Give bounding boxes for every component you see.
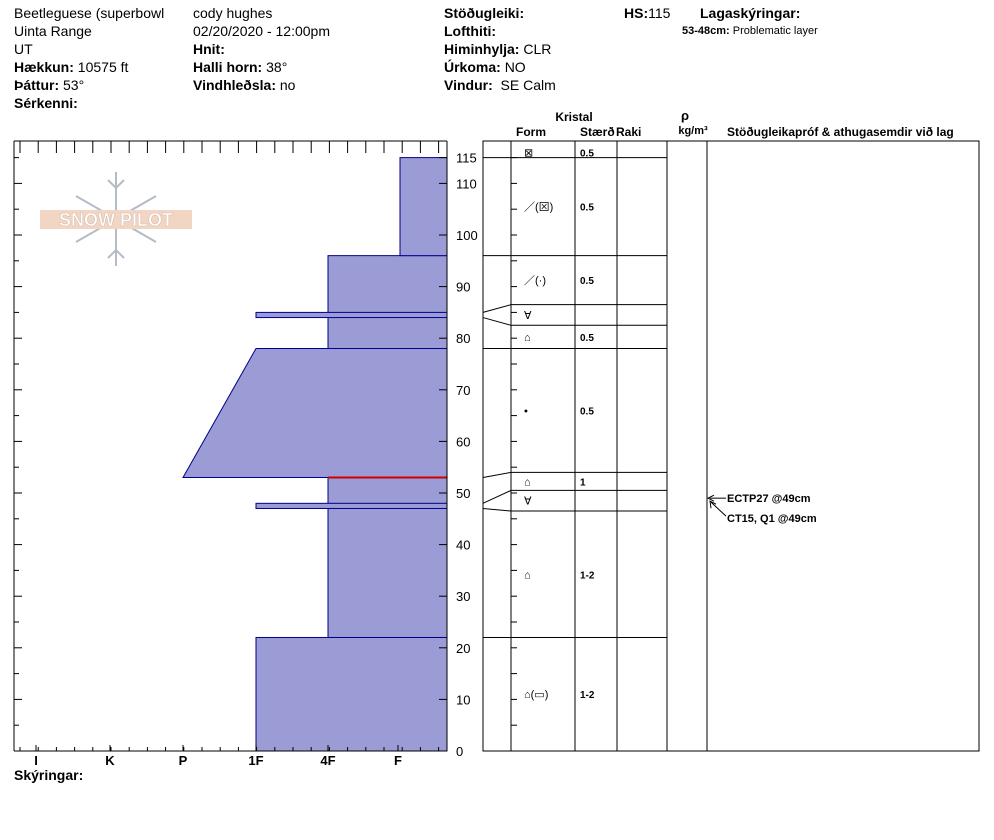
x-tick-label: P — [179, 753, 188, 768]
elevation: Hækkun: 10575 ft — [14, 59, 129, 75]
air-temp-label: Lofthiti: — [444, 23, 497, 39]
layer-size: 1 — [580, 477, 586, 488]
y-tick-label: 90 — [456, 280, 470, 295]
slope: Halli horn: 38° — [193, 59, 288, 75]
layer-boundary — [482, 304, 667, 313]
datetime: 02/20/2020 - 12:00pm — [193, 23, 330, 39]
range-name: Uinta Range — [14, 23, 92, 39]
layer-size: 0.5 — [580, 333, 594, 344]
layer-form: ／(·) — [524, 274, 546, 287]
layer-boundary — [482, 489, 667, 504]
layer-form: ／(⊠) — [524, 201, 553, 214]
x-tick-label: K — [105, 753, 115, 768]
snowpilot-logo: SNOW PILOT — [40, 172, 192, 266]
layer-size: 0.5 — [580, 406, 594, 417]
layer-form: ⊠ — [524, 147, 533, 159]
layer-boundary — [482, 507, 667, 512]
layer-form: ∀ — [524, 496, 532, 508]
y-tick-label: 30 — [456, 589, 470, 604]
y-tick-label: 20 — [456, 641, 470, 656]
hardness-layer — [399, 157, 448, 257]
hardness-layer — [255, 311, 448, 319]
test-arrow-head — [709, 500, 717, 509]
layer-notes-label: Lagaskýringar: — [700, 5, 801, 21]
hardness-axis: I K P 1F 4F F — [19, 745, 440, 768]
wind-loading: Vindhleðsla: no — [193, 77, 296, 93]
x-tick-label: 1F — [248, 753, 263, 768]
hardness-layers — [182, 157, 448, 752]
layer-size: 0.5 — [580, 276, 594, 287]
hardness-layer — [327, 477, 448, 638]
stability-label: Stöðugleiki: — [444, 5, 525, 21]
y-tick-label: 40 — [456, 538, 470, 553]
state-name: UT — [14, 41, 33, 57]
header-density-symbol: ρ — [681, 108, 689, 123]
y-tick-label: 115 — [456, 151, 477, 166]
features-label: Sérkenni: — [14, 95, 78, 111]
y-tick-label: 80 — [456, 331, 470, 346]
layer-form: ⌂ — [524, 476, 531, 488]
y-tick-label: 70 — [456, 383, 470, 398]
y-tick-label: 110 — [456, 176, 477, 191]
layer-size: 0.5 — [580, 203, 594, 214]
header-tests-notes: Stöðugleikapróf & athugasemdir við lag — [727, 125, 954, 139]
header-size: Stærð — [580, 125, 615, 139]
location-name: Beetleguese (superbowl — [14, 5, 165, 21]
x-tick-label: I — [34, 753, 38, 768]
y-tick-label: 100 — [456, 228, 478, 243]
layer-note: 53-48cm: Problematic layer — [682, 25, 818, 37]
hardness-layer — [182, 348, 448, 479]
svg-text:SNOW PILOT: SNOW PILOT — [59, 210, 173, 230]
header-form: Form — [516, 125, 546, 139]
layer-form: ⌂(▭) — [524, 689, 548, 701]
coords-label: Hnit: — [193, 41, 225, 57]
stability-test-label: CT15, Q1 @49cm — [727, 513, 817, 525]
y-tick-label: 50 — [456, 486, 470, 501]
y-tick-label: 0 — [456, 744, 463, 759]
hardness-layer — [255, 502, 448, 509]
layer-boundary — [482, 471, 667, 479]
x-tick-label: 4F — [320, 753, 335, 768]
depth-axis: 0 10 20 30 40 50 60 70 80 90 100 110 115 — [439, 151, 478, 759]
observer: cody hughes — [193, 5, 273, 21]
test-arrow-line — [710, 501, 727, 517]
layer-size: 1-2 — [580, 570, 595, 581]
table-frame — [482, 140, 980, 752]
layer-form: ∀ — [524, 310, 532, 322]
layer-size: 1-2 — [580, 690, 595, 701]
stability-test-label: ECTP27 @49cm — [727, 493, 811, 505]
layer-form: • — [524, 405, 528, 417]
y-tick-label: 60 — [456, 434, 470, 449]
header-moisture: Raki — [616, 125, 641, 139]
layer-form: ⌂ — [524, 332, 531, 344]
header-crystal: Kristal — [555, 110, 592, 124]
y-tick-label: 10 — [456, 692, 470, 707]
layer-size: 0.5 — [580, 148, 594, 159]
snow-height: HS:115 — [624, 5, 671, 21]
hardness-layer — [327, 255, 448, 350]
precipitation: Úrkoma: NO — [444, 59, 526, 75]
chart-frame — [13, 140, 448, 752]
test-arrow-head — [706, 494, 715, 502]
header-density-unit: kg/m³ — [678, 125, 708, 137]
layer-boundary — [482, 317, 667, 326]
wind: Vindur: SE Calm — [444, 77, 556, 93]
layer-table: ⊠ 0.5 ／(⊠) 0.5 ／(·) 0.5 ∀ ⌂ 0.5 • 0.5 ⌂ 1 ∀ ⌂ 1-2 ⌂(▭) 1-… — [482, 140, 980, 752]
aspect: Þáttur: 53° — [14, 77, 85, 93]
sky-cover: Himinhylja: CLR — [444, 41, 552, 57]
legend-label: Skýringar: — [14, 767, 84, 783]
layer-form: ⌂ — [524, 569, 531, 581]
hardness-layer — [255, 636, 448, 752]
x-tick-label: F — [394, 753, 402, 768]
